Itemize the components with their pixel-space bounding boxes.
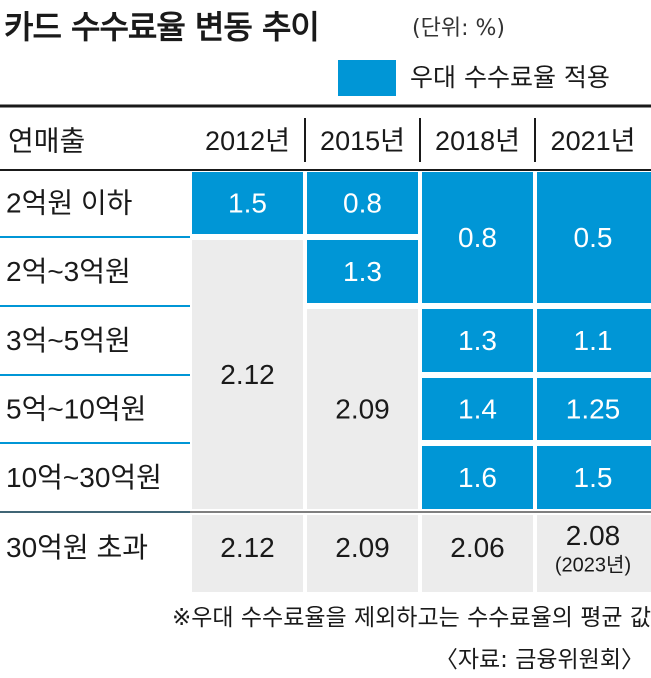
cell-bg-0-0 (192, 172, 303, 234)
cell-value: 1.5 (574, 462, 613, 493)
cell-value: 2.09 (335, 394, 390, 425)
cell-bg-3-4 (537, 446, 651, 509)
cell-value: 0.5 (574, 222, 613, 253)
cell-bg-0-5 (192, 515, 303, 592)
cell-value: 1.25 (566, 394, 621, 425)
row-label: 10억~30억원 (6, 462, 162, 493)
cell-bg-0-1 (192, 240, 303, 509)
cell-value: 1.5 (228, 188, 267, 219)
cell-value: 1.3 (458, 325, 497, 356)
legend-swatch (338, 60, 396, 96)
legend-label: 우대 수수료율 적용 (410, 63, 610, 92)
cell-value: 2.09 (335, 532, 390, 563)
cell-bg-3-0 (537, 172, 651, 303)
cell-value: 1.6 (458, 462, 497, 493)
row-label: 5억~10억원 (6, 394, 146, 425)
row-label: 2억원 이하 (6, 188, 132, 219)
cell-bg-1-0 (307, 172, 418, 234)
cell-bg-1-5 (307, 515, 418, 592)
column-header: 2021년 (551, 126, 636, 156)
source-note: 〈자료: 금융위원회〉 (434, 647, 644, 673)
cell-bg-2-4 (422, 446, 533, 509)
cell-value: 2.06 (450, 532, 505, 563)
rate-table: 연매출 2012년 2015년 2018년 2021년 2억원 이하 2억~3억원 3억~5억… (0, 104, 651, 592)
cell-value: 1.1 (574, 325, 613, 356)
cell-value: 0.8 (343, 188, 382, 219)
cell-value: 2.08 (566, 520, 621, 551)
row-label: 30억원 초과 (6, 532, 148, 563)
cell-bg-3-3 (537, 378, 651, 440)
chart-title: 카드 수수료율 변동 추이 (4, 8, 320, 46)
cell-bg-3-2 (537, 309, 651, 372)
cell-value: 0.8 (458, 222, 497, 253)
cell-bg-1-1 (307, 240, 418, 303)
cell-note: (2023년) (555, 554, 631, 577)
cell-bg-2-5 (422, 515, 533, 592)
cell-value: 1.3 (343, 256, 382, 287)
cell-value: 1.4 (458, 394, 497, 425)
column-header: 2015년 (320, 126, 405, 156)
corner-label: 연매출 (8, 126, 85, 157)
unit-label: (단위: %) (412, 16, 505, 41)
cell-bg-1-2 (307, 309, 418, 509)
footnote: ※우대 수수료율을 제외하고는 수수료율의 평균 값 (171, 605, 651, 631)
cell-bg-2-2 (422, 309, 533, 372)
row-label: 2억~3억원 (6, 256, 131, 287)
cell-bg-3-5 (537, 515, 651, 592)
cell-value: 2.12 (220, 532, 275, 563)
cell-bg-2-3 (422, 378, 533, 440)
cell-value: 2.12 (220, 359, 275, 390)
cell-bg-2-0 (422, 172, 533, 303)
column-header: 2018년 (435, 126, 520, 156)
column-header: 2012년 (205, 126, 290, 156)
row-label: 3억~5억원 (6, 325, 131, 356)
